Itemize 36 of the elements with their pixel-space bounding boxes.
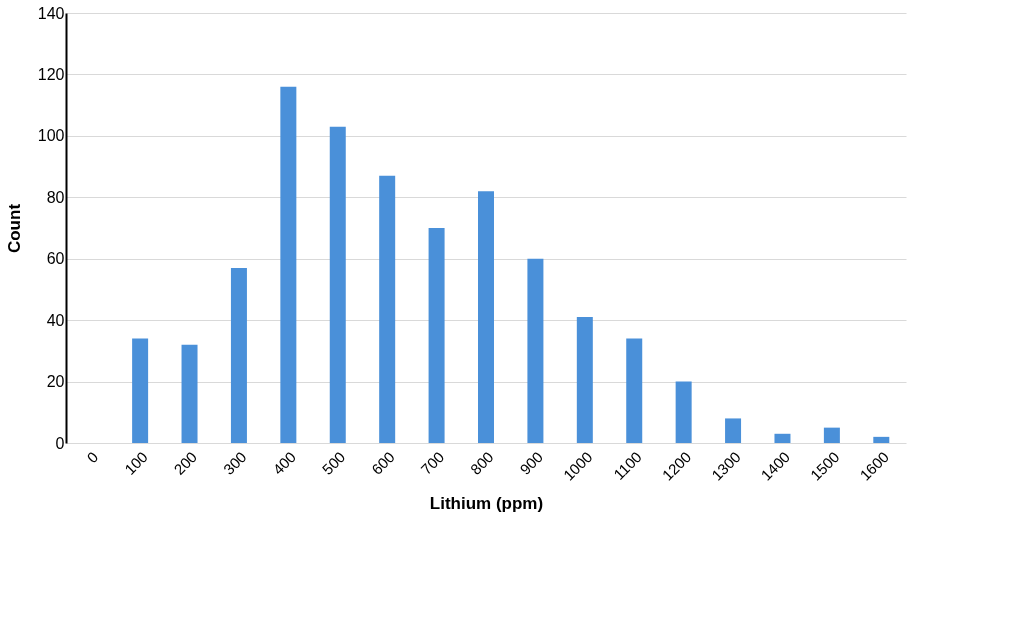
bar: [576, 317, 593, 443]
y-tick-label: 0: [55, 434, 65, 452]
bar: [230, 267, 247, 443]
x-axis-title: Lithium (ppm): [429, 493, 544, 513]
bar: [774, 433, 791, 443]
bar: [280, 86, 297, 443]
bar: [478, 191, 494, 443]
y-tick-label: 20: [46, 373, 65, 391]
y-tick-label: 40: [46, 311, 65, 329]
x-tick-label: 200: [170, 448, 201, 478]
x-tick-label: 900: [516, 448, 547, 478]
bar: [873, 436, 890, 443]
bar: [329, 126, 346, 443]
bar: [181, 344, 198, 443]
x-tick-label: 500: [318, 448, 349, 478]
bar: [823, 427, 840, 443]
x-tick-label: 400: [269, 448, 299, 478]
x-tick-label: 100: [121, 448, 151, 478]
bar: [132, 338, 149, 443]
x-tick-label: 0: [83, 448, 102, 467]
y-tick-label: 120: [37, 65, 65, 83]
bar: [379, 175, 396, 443]
y-axis-title: Count: [4, 203, 24, 254]
x-tick-label: 300: [219, 448, 250, 478]
y-tick-label: 80: [46, 188, 65, 206]
bar: [527, 258, 544, 443]
y-tick-label: 100: [37, 127, 65, 145]
bar: [428, 228, 445, 443]
y-tick-label: 60: [46, 250, 65, 268]
x-tick-label: 700: [417, 448, 448, 478]
y-tick-label: 140: [37, 4, 65, 22]
bar: [725, 418, 742, 443]
x-tick-label: 800: [466, 448, 497, 478]
bar: [626, 338, 643, 443]
bar: [675, 381, 692, 443]
x-tick-label: 600: [368, 448, 398, 478]
